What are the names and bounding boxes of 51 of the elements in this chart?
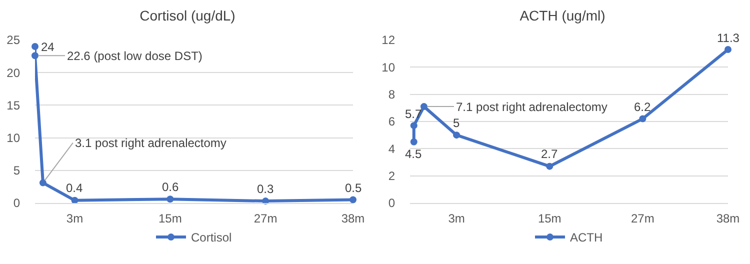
x-tick-label: 15m: [158, 211, 182, 226]
x-tick-label: 3m: [66, 211, 84, 226]
data-label: 6.2: [634, 100, 652, 114]
data-label: 7.1 post right adrenalectomy: [456, 100, 608, 114]
data-label: 4.5: [405, 147, 422, 161]
x-tick-label: 3m: [448, 211, 465, 226]
x-tick-label: 27m: [631, 211, 654, 226]
y-tick-label: 10: [6, 131, 20, 145]
y-tick-label: 20: [6, 66, 20, 80]
y-tick-label: 2: [388, 169, 396, 184]
data-label: 0.4: [66, 181, 84, 195]
x-tick-label: 15m: [538, 211, 562, 226]
data-label: 22.6 (post low dose DST): [67, 49, 202, 63]
data-label: 5: [453, 116, 460, 130]
x-tick-label: 27m: [254, 211, 278, 226]
y-tick-label: 6: [388, 114, 396, 129]
x-tick-label: 38m: [716, 211, 740, 226]
data-label: 0.3: [257, 182, 274, 196]
y-tick-label: 10: [382, 60, 396, 74]
point: [420, 103, 428, 110]
y-tick-label: 0: [13, 196, 20, 210]
point: [546, 162, 554, 170]
y-tick-label: 4: [388, 142, 396, 156]
chart-title: ACTH (ug/ml): [520, 7, 606, 24]
y-tick-label: 25: [6, 33, 20, 48]
point: [410, 122, 418, 130]
point: [350, 196, 356, 204]
legend-label: ACTH: [570, 230, 603, 245]
point: [39, 179, 46, 186]
point: [410, 138, 418, 146]
x-tick-label: 38m: [341, 211, 365, 226]
point: [724, 46, 732, 54]
y-tick-label: 8: [388, 88, 396, 102]
point: [32, 52, 38, 60]
point: [166, 196, 174, 203]
data-label: 0.6: [162, 180, 180, 194]
data-label: 24: [41, 40, 55, 54]
data-label: 2.7: [541, 147, 558, 161]
legend-label: Cortisol: [191, 230, 232, 245]
point: [32, 43, 38, 50]
point: [71, 196, 78, 204]
y-tick-label: 0: [388, 196, 396, 210]
y-tick-label: 12: [382, 33, 396, 48]
data-label: 0.5: [345, 181, 362, 195]
point: [453, 132, 460, 139]
y-tick-label: 5: [13, 164, 20, 178]
data-label: 11.3: [717, 31, 740, 45]
chart-title: Cortisol (ug/dL): [140, 7, 236, 24]
y-tick-label: 15: [6, 98, 20, 112]
data-label: 3.1 post right adrenalectomy: [75, 136, 226, 150]
point: [639, 115, 646, 122]
